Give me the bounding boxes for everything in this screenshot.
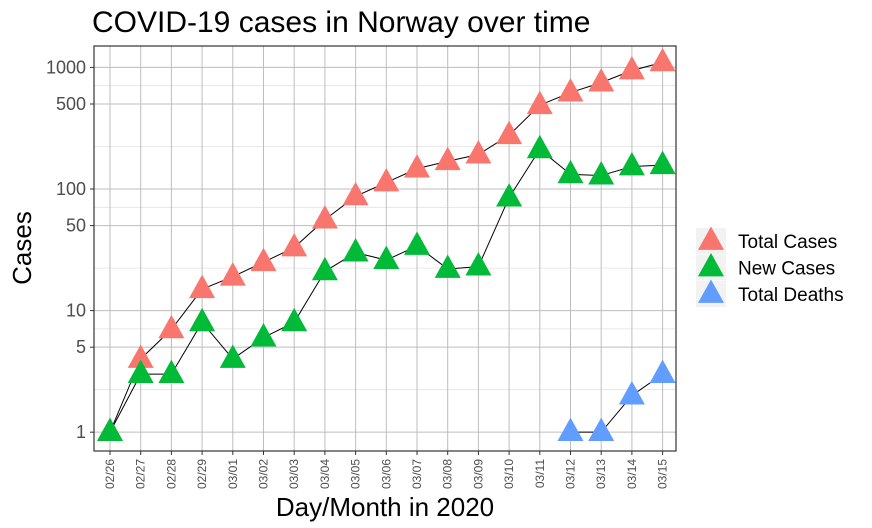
chart-title: COVID-19 cases in Norway over time <box>92 6 591 39</box>
data-point <box>618 56 645 80</box>
data-point <box>434 146 461 171</box>
data-point <box>250 247 277 272</box>
data-point <box>189 307 216 332</box>
x-tick-label: 03/05 <box>349 459 363 489</box>
x-tick-label: 03/12 <box>564 459 578 489</box>
data-point <box>618 152 645 176</box>
mark-layer <box>97 47 676 442</box>
data-point <box>311 256 338 281</box>
x-tick-label: 03/02 <box>257 459 271 489</box>
x-tick-label: 03/01 <box>226 459 240 489</box>
data-point <box>158 314 185 339</box>
x-tick-label: 03/13 <box>594 459 608 489</box>
data-point <box>281 233 308 257</box>
data-point <box>311 205 338 229</box>
x-tick-label: 02/28 <box>164 459 178 489</box>
y-axis-title: Cases <box>7 211 37 285</box>
y-tick-label: 500 <box>56 94 86 114</box>
data-point <box>219 262 246 286</box>
data-point <box>434 254 461 278</box>
legend-key <box>698 252 724 277</box>
x-tick-label: 03/03 <box>287 459 301 489</box>
data-point <box>127 344 154 368</box>
x-tick-label: 03/15 <box>656 459 670 489</box>
x-tick-label: 03/08 <box>441 459 455 489</box>
y-tick-label: 10 <box>66 301 86 321</box>
data-point <box>618 381 645 405</box>
x-axis-title: Day/Month in 2020 <box>276 492 494 522</box>
y-tick-label: 5 <box>76 337 86 357</box>
series-line <box>570 373 663 433</box>
data-point <box>649 359 676 384</box>
data-point <box>373 245 400 270</box>
x-tick-layer: 02/26 02/27 02/28 02/29 03/01 03/02 03/03 03/04… <box>103 451 670 489</box>
plot-panel-border <box>93 45 677 452</box>
y-tick-label: 1 <box>76 422 86 442</box>
data-point <box>588 161 615 185</box>
data-point <box>588 417 615 442</box>
data-point <box>557 417 584 442</box>
x-tick-label: 03/06 <box>379 459 393 489</box>
data-point <box>404 231 430 255</box>
data-point <box>588 68 615 92</box>
x-tick-label: 03/04 <box>318 459 332 489</box>
data-point <box>158 359 185 384</box>
y-tick-label: 1000 <box>46 57 86 77</box>
grid-layer <box>94 46 676 451</box>
data-point <box>496 183 523 207</box>
data-point <box>649 47 676 72</box>
legend-label: New Cases <box>738 259 835 280</box>
legend-key <box>698 279 724 303</box>
data-point <box>526 90 553 115</box>
x-tick-label: 03/14 <box>625 459 639 489</box>
data-point <box>496 120 523 145</box>
y-tick-label: 100 <box>56 179 86 199</box>
data-point <box>526 134 553 159</box>
x-tick-label: 03/11 <box>533 459 547 488</box>
data-point <box>342 181 369 206</box>
data-point <box>250 323 277 347</box>
legend-label: Total Deaths <box>738 285 844 306</box>
data-point <box>127 359 154 384</box>
y-tick-layer: 1 5 10 50 100 500 1000 <box>46 57 94 442</box>
data-point <box>342 238 369 262</box>
y-tick-label: 50 <box>66 216 86 236</box>
data-point <box>189 274 216 299</box>
legend-label: Total Cases <box>738 232 837 253</box>
x-tick-label: 03/09 <box>471 459 485 489</box>
data-point <box>373 168 400 192</box>
x-tick-label: 03/07 <box>410 459 424 489</box>
x-tick-label: 03/10 <box>502 459 516 489</box>
data-point <box>465 140 492 164</box>
data-point <box>557 159 584 184</box>
data-point <box>97 417 123 442</box>
x-tick-label: 02/27 <box>134 459 148 489</box>
data-point <box>404 154 430 178</box>
x-tick-label: 02/29 <box>195 459 209 489</box>
data-point <box>281 307 308 332</box>
legend-key <box>698 226 724 250</box>
data-point <box>557 78 584 102</box>
data-point <box>465 252 492 276</box>
data-point <box>649 150 676 175</box>
x-tick-label: 02/26 <box>103 459 117 489</box>
legend: Total Cases New Cases Total Deaths <box>696 226 844 307</box>
data-point <box>219 344 246 368</box>
